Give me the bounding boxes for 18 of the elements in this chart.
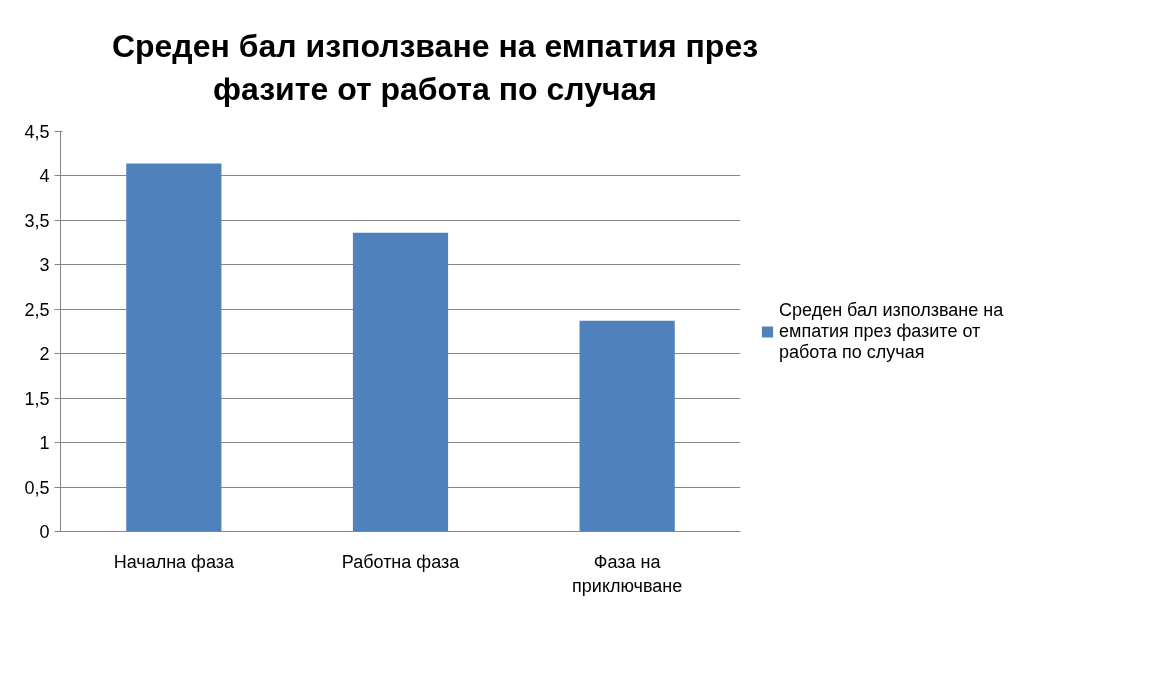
chart-title: Среден бал използване на емпатия през фазите от работа по случая bbox=[110, 27, 760, 110]
y-tick-label: 3,5 bbox=[24, 211, 50, 232]
y-tick-label: 4,5 bbox=[24, 122, 50, 143]
y-tick-label: 2 bbox=[39, 344, 50, 365]
y-tick-label: 3 bbox=[39, 255, 50, 276]
legend-label: Среден бал използване на емпатия през фазите от работа по случая bbox=[779, 299, 1004, 363]
bar bbox=[579, 321, 675, 532]
y-tick-label: 1 bbox=[39, 433, 50, 454]
y-tick-label: 0 bbox=[39, 522, 50, 543]
bar bbox=[352, 233, 449, 532]
x-tick-label: Работна фаза bbox=[341, 551, 461, 572]
y-tick-label: 1,5 bbox=[24, 389, 50, 410]
y-tick-label: 4 bbox=[39, 166, 50, 187]
x-tick-label: Начална фаза bbox=[113, 551, 235, 572]
y-tick-label: 0,5 bbox=[24, 477, 50, 498]
y-tick-label: 2,5 bbox=[24, 300, 50, 321]
x-tick-label: Фаза на приключване bbox=[572, 551, 683, 596]
bar bbox=[126, 163, 222, 532]
